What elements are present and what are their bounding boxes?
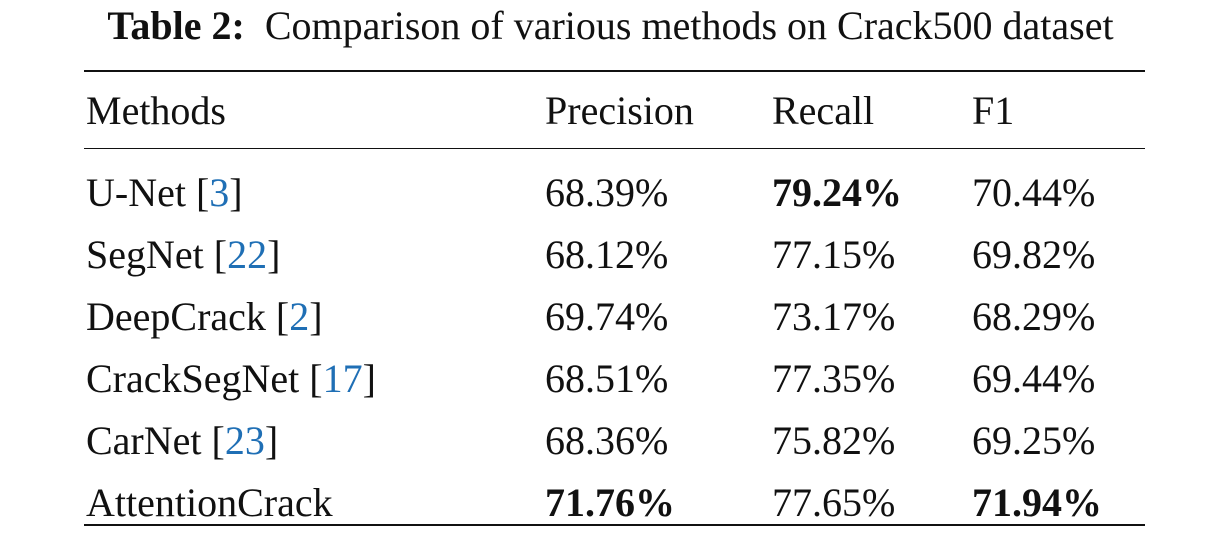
caption-label: Table 2: xyxy=(107,3,245,48)
method-name: DeepCrack xyxy=(86,294,266,339)
recall-cell: 77.35% xyxy=(772,356,896,401)
citation-link[interactable]: 2 xyxy=(289,294,310,339)
table-row: DeepCrack [2] 69.74% 73.17% 68.29% xyxy=(84,286,1145,348)
table-header: Methods Precision Recall F1 xyxy=(84,80,1145,142)
citation-link[interactable]: 3 xyxy=(209,170,230,215)
recall-cell: 75.82% xyxy=(772,418,896,463)
precision-cell: 71.76% xyxy=(545,480,675,525)
method-cell: DeepCrack [2] xyxy=(86,294,323,339)
f1-cell: 68.29% xyxy=(972,294,1096,339)
precision-cell: 69.74% xyxy=(545,294,669,339)
caption-text: Comparison of various methods on Crack50… xyxy=(264,3,1114,48)
table-row: U-Net [3] 68.39% 79.24% 70.44% xyxy=(84,162,1145,224)
citation-link[interactable]: 22 xyxy=(227,232,268,277)
table-caption: Table 2: Comparison of various methods o… xyxy=(0,2,1221,50)
method-cell: CarNet [23] xyxy=(86,418,279,463)
table-row: CarNet [23] 68.36% 75.82% 69.25% xyxy=(84,410,1145,472)
method-cell: AttentionCrack xyxy=(86,472,333,534)
f1-cell: 70.44% xyxy=(972,170,1096,215)
table-row: CrackSegNet [17] 68.51% 77.35% 69.44% xyxy=(84,348,1145,410)
bottom-rule xyxy=(84,524,1145,526)
recall-cell: 77.65% xyxy=(772,480,896,525)
f1-cell: 69.82% xyxy=(972,232,1096,277)
method-name: U-Net xyxy=(86,170,186,215)
top-rule xyxy=(84,70,1145,72)
header-recall: Recall xyxy=(772,88,875,133)
header-f1: F1 xyxy=(972,88,1015,133)
citation-link[interactable]: 23 xyxy=(224,418,265,463)
f1-cell: 69.25% xyxy=(972,418,1096,463)
method-cell: SegNet [22] xyxy=(86,232,281,277)
method-name: CrackSegNet xyxy=(86,356,300,401)
citation-link[interactable]: 17 xyxy=(322,356,363,401)
table-row: AttentionCrack 71.76% 77.65% 71.94% xyxy=(84,472,1145,534)
precision-cell: 68.39% xyxy=(545,170,669,215)
header-rule xyxy=(84,148,1145,149)
method-name: SegNet xyxy=(86,232,204,277)
f1-cell: 69.44% xyxy=(972,356,1096,401)
header-precision: Precision xyxy=(545,88,694,133)
f1-cell: 71.94% xyxy=(972,480,1102,525)
method-name: AttentionCrack xyxy=(86,480,333,525)
method-cell: U-Net [3] xyxy=(86,170,243,215)
recall-cell: 79.24% xyxy=(772,170,902,215)
precision-cell: 68.51% xyxy=(545,356,669,401)
header-methods: Methods xyxy=(86,88,226,133)
table-row: SegNet [22] 68.12% 77.15% 69.82% xyxy=(84,224,1145,286)
precision-cell: 68.12% xyxy=(545,232,669,277)
method-name: CarNet xyxy=(86,418,202,463)
method-cell: CrackSegNet [17] xyxy=(86,356,376,401)
recall-cell: 77.15% xyxy=(772,232,896,277)
recall-cell: 73.17% xyxy=(772,294,896,339)
precision-cell: 68.36% xyxy=(545,418,669,463)
